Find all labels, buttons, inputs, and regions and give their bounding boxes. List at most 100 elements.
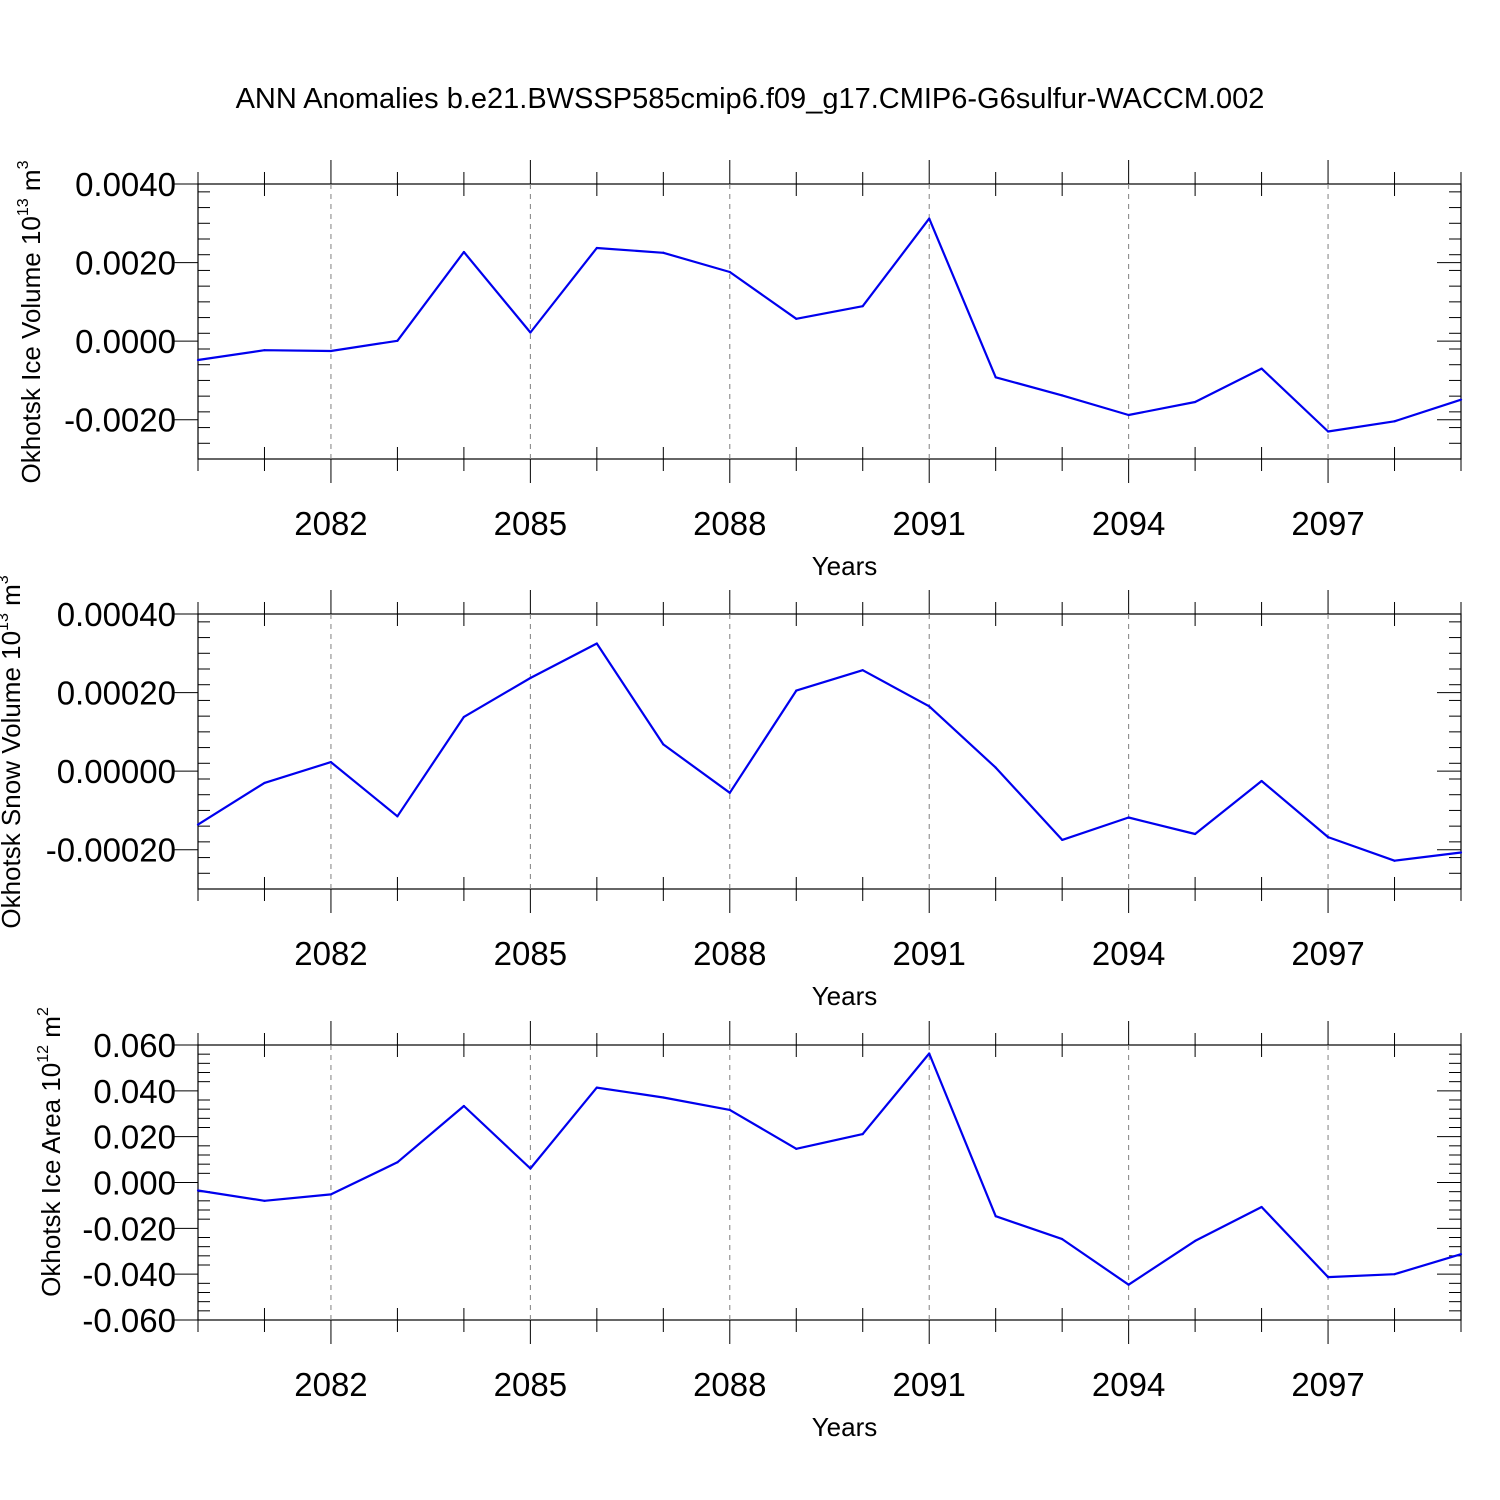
data-point — [462, 1104, 465, 1108]
y-tick-label: 0.0020 — [75, 245, 176, 282]
y-tick-label: -0.0020 — [64, 402, 176, 439]
y-axis-title: Okhotsk Snow Volume 1013 m3 — [0, 575, 26, 928]
figure-title: ANN Anomalies b.e21.BWSSP585cmip6.f09_g1… — [236, 83, 1265, 115]
x-tick-label: 2097 — [1291, 1366, 1364, 1403]
x-tick-label: 2094 — [1092, 1366, 1165, 1403]
y-axis-unit-exponent: 3 — [0, 575, 12, 584]
data-point — [529, 676, 532, 680]
x-axis-title: Years — [812, 1412, 878, 1442]
x-tick-label: 2088 — [693, 505, 766, 542]
data-point — [462, 715, 465, 719]
data-point — [728, 791, 731, 794]
data-point — [329, 1193, 333, 1196]
x-tick-label: 2091 — [892, 1366, 965, 1403]
data-point — [795, 689, 798, 692]
panels: 0.0040 0.0020 0.0000 -0.0020 2082 2085 2088 209… — [0, 160, 1463, 1442]
data-point — [595, 1086, 598, 1089]
y-tick-label: 0.00000 — [57, 753, 176, 790]
x-tick-label: 2091 — [892, 505, 965, 542]
data-point — [263, 1199, 266, 1202]
x-axis-title: Years — [812, 981, 878, 1011]
y-axis-title-text: Okhotsk Ice Area 10 — [36, 1063, 66, 1297]
y-axis-unit: m — [0, 584, 26, 613]
y-axis-unit-exponent: 2 — [35, 1007, 52, 1016]
data-point — [861, 669, 864, 672]
plot-frame — [197, 1044, 1462, 1321]
data-point — [1393, 420, 1396, 423]
data-point — [1326, 1276, 1330, 1279]
data-point — [529, 331, 532, 334]
data-point — [263, 781, 266, 785]
x-tick-label: 2082 — [294, 935, 367, 972]
x-tick-label: 2094 — [1092, 505, 1165, 542]
data-point — [662, 1096, 665, 1099]
y-axis-title: Okhotsk Ice Area 1012 m2 — [35, 1007, 66, 1297]
data-point — [994, 766, 997, 769]
data-point — [1194, 1239, 1197, 1243]
data-point — [1326, 836, 1330, 839]
data-point — [795, 1147, 798, 1150]
x-axis-title: Years — [812, 551, 878, 581]
y-axis-title: Okhotsk Ice Volume 1013 m3 — [15, 160, 46, 483]
data-point — [396, 1161, 399, 1164]
data-point — [1260, 367, 1263, 370]
x-tick-label: 2088 — [693, 1366, 766, 1403]
y-tick-label: -0.00020 — [46, 832, 176, 869]
x-tick-label: 2097 — [1291, 935, 1364, 972]
data-point — [1127, 816, 1130, 819]
data-point — [1061, 394, 1064, 397]
data-point — [1194, 832, 1197, 836]
data-point — [928, 217, 931, 220]
data-point — [662, 743, 665, 746]
y-tick-label: 0.000 — [93, 1165, 176, 1202]
data-point — [1194, 400, 1197, 404]
y-axis-exponent: 12 — [35, 1045, 52, 1063]
data-point — [1393, 1273, 1396, 1276]
data-point — [795, 317, 798, 320]
data-point — [1459, 851, 1463, 854]
x-tick-label: 2088 — [693, 935, 766, 972]
data-point — [263, 349, 266, 352]
data-point — [396, 339, 399, 342]
y-tick-label: 0.040 — [93, 1073, 176, 1110]
y-tick-label: -0.060 — [82, 1302, 176, 1339]
x-tick-label: 2094 — [1092, 935, 1165, 972]
y-tick-label: 0.00040 — [57, 596, 176, 633]
plot-frame — [197, 613, 1462, 890]
x-tick-label: 2085 — [494, 505, 567, 542]
data-point — [1260, 1205, 1263, 1209]
series-line — [197, 1052, 1462, 1286]
y-tick-label: 0.060 — [93, 1027, 176, 1064]
y-tick-label: 0.0040 — [75, 166, 176, 203]
data-point — [1326, 430, 1330, 433]
x-tick-label: 2085 — [494, 935, 567, 972]
data-point — [595, 246, 598, 250]
y-axis-unit: m — [36, 1016, 66, 1045]
data-point — [529, 1167, 532, 1170]
x-tick-label: 2082 — [294, 505, 367, 542]
y-tick-label: 0.00020 — [57, 675, 176, 712]
y-axis-unit: m — [16, 169, 46, 198]
y-axis-exponent: 13 — [0, 613, 12, 631]
data-point — [329, 349, 333, 353]
y-axis-title-text: Okhotsk Snow Volume 10 — [0, 631, 26, 929]
x-tick-label: 2091 — [892, 935, 965, 972]
x-tick-label: 2085 — [494, 1366, 567, 1403]
data-point — [1061, 1238, 1064, 1241]
data-point — [1260, 779, 1263, 783]
data-point — [994, 376, 997, 379]
data-point — [928, 705, 931, 708]
data-point — [1459, 1253, 1463, 1256]
data-point — [728, 270, 731, 274]
panel-1: 0.0040 0.0020 0.0000 -0.0020 2082 2085 2088 209… — [15, 160, 1463, 581]
data-point — [861, 305, 864, 308]
y-axis-exponent: 13 — [15, 198, 32, 216]
data-point — [1459, 398, 1463, 401]
series-line — [197, 217, 1462, 433]
y-tick-label: -0.040 — [82, 1256, 176, 1293]
series-line — [197, 642, 1462, 862]
plot-frame — [197, 183, 1462, 460]
y-tick-label: -0.020 — [82, 1210, 176, 1247]
data-point — [1127, 413, 1130, 417]
